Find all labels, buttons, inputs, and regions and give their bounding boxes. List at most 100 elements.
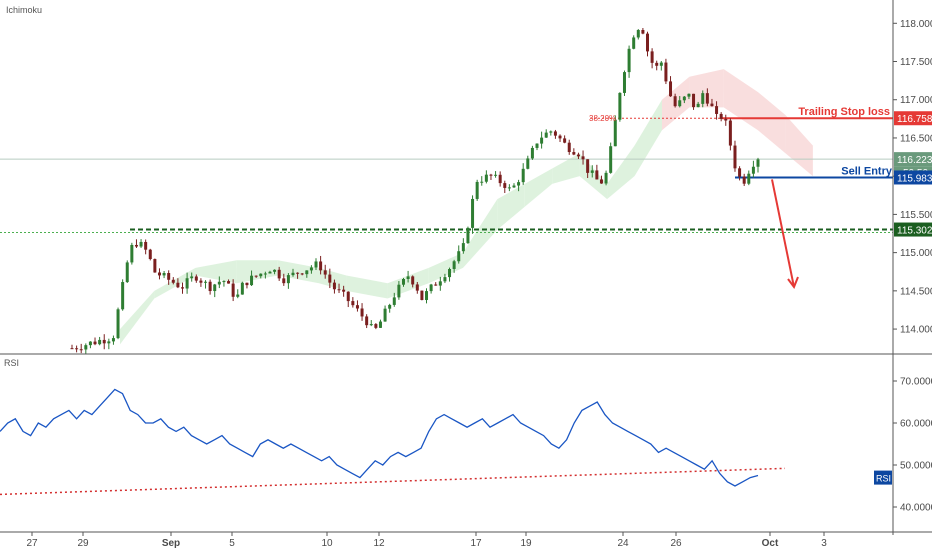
candle-body: [540, 137, 544, 144]
candle-body: [305, 270, 309, 275]
candle-body: [756, 159, 760, 167]
candle-body: [682, 96, 686, 101]
candle-body: [622, 72, 626, 93]
sell-entry-tag: 115.983: [897, 173, 932, 184]
time-tick-label: 26: [670, 538, 682, 549]
candle-body: [558, 135, 562, 139]
candle-body: [300, 273, 304, 275]
candle-body: [277, 269, 281, 279]
candle-body: [332, 282, 336, 290]
candle-body: [70, 348, 74, 350]
candle-body: [636, 29, 640, 38]
candle-body: [544, 132, 548, 138]
candle-body: [401, 279, 405, 285]
time-tick-label: 27: [26, 538, 38, 549]
candle-body: [715, 106, 719, 114]
candle-body: [738, 168, 742, 177]
candle-body: [475, 181, 479, 199]
candle-body: [291, 272, 295, 276]
candle-body: [733, 145, 737, 169]
candle-body: [705, 93, 709, 104]
cloud-segment: [634, 99, 662, 177]
cloud-segment: [463, 199, 498, 268]
candle-body: [530, 147, 534, 159]
candle-body: [494, 174, 498, 176]
rsi-pane: [0, 388, 786, 496]
candle-body: [710, 103, 714, 107]
current-price-tag: 116.223: [897, 155, 932, 166]
candle-body: [296, 272, 300, 274]
candle-body: [337, 289, 341, 291]
candle-body: [171, 279, 175, 283]
candle-body: [355, 305, 359, 309]
candle-body: [351, 301, 355, 306]
candle-body: [98, 339, 102, 345]
candle-body: [650, 51, 654, 63]
candle-body: [553, 131, 557, 136]
candle-body: [157, 272, 161, 276]
candle-body: [728, 120, 732, 146]
price-tick-label: 115.000: [900, 248, 932, 259]
candle-body: [397, 284, 401, 298]
cloud-segment: [346, 275, 388, 299]
candle-body: [503, 183, 507, 188]
sell-entry-label: Sell Entry: [841, 165, 893, 177]
candle-body: [742, 176, 746, 184]
candle-body: [604, 172, 608, 184]
candle-body: [618, 92, 622, 120]
candle-body: [369, 324, 373, 326]
candle-body: [231, 283, 235, 297]
candle-body: [678, 100, 682, 107]
candle-body: [227, 281, 231, 284]
time-tick-label: 10: [321, 538, 333, 549]
candle-body: [526, 158, 530, 169]
price-pane-title: Ichimoku: [6, 5, 42, 15]
time-tick-label: 17: [470, 538, 482, 549]
candle-body: [512, 185, 516, 188]
candle-body: [204, 281, 208, 283]
price-tick-label: 117.000: [900, 95, 932, 106]
candle-body: [374, 324, 378, 328]
cloud-segment: [154, 267, 196, 299]
time-tick-label: 5: [229, 538, 235, 549]
price-tick-label: 114.500: [900, 286, 932, 297]
candle-body: [461, 243, 465, 252]
candle-body: [102, 339, 106, 344]
candle-body: [111, 338, 115, 342]
rsi-tag: RSI: [876, 474, 891, 484]
sell-entry-tag-bg: [894, 170, 932, 185]
candle-body: [121, 282, 125, 310]
cloud-segment: [236, 260, 278, 284]
candle-body: [217, 281, 221, 285]
candle-body: [309, 267, 313, 271]
candle-body: [655, 62, 659, 66]
candle-body: [563, 138, 567, 143]
time-tick-label: 3: [821, 538, 827, 549]
cloud-segment: [552, 153, 580, 184]
candle-body: [392, 297, 396, 305]
candle-body: [415, 284, 419, 291]
candle-body: [701, 93, 705, 104]
candle-body: [613, 119, 617, 147]
candle-body: [139, 241, 143, 247]
candle-body: [286, 275, 290, 284]
time-tick-label: Sep: [162, 538, 180, 549]
rsi-tick-label: 40.0000: [900, 503, 932, 514]
candle-body: [79, 349, 83, 351]
cloud-segment: [785, 115, 813, 177]
candle-body: [517, 182, 521, 186]
candle-body: [190, 276, 194, 279]
level-lines: [0, 117, 893, 234]
candle-body: [484, 174, 488, 182]
candle-body: [148, 249, 152, 260]
candle-body: [314, 261, 318, 268]
candle-body: [576, 154, 580, 157]
candle-body: [632, 37, 636, 49]
candle-body: [696, 103, 700, 108]
candle-body: [194, 276, 198, 281]
cloud-segment: [277, 260, 319, 284]
time-tick-label: 29: [77, 538, 89, 549]
candle-body: [480, 181, 484, 183]
candle-body: [609, 146, 613, 173]
candle-body: [107, 341, 111, 344]
